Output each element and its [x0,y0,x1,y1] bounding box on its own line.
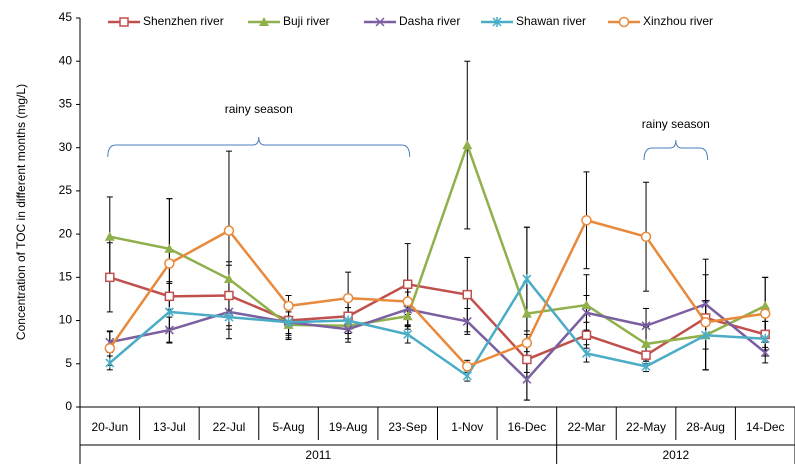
marker [581,348,591,359]
series-line [108,276,766,378]
x-tick-label: 16-Dec [508,420,547,434]
marker [462,140,473,150]
marker [164,325,174,335]
marker [283,300,294,312]
marker [223,225,235,236]
y-tick-label: 40 [59,53,73,67]
marker [581,308,591,318]
marker [462,370,472,381]
marker [462,289,473,300]
x-tick-label: 22-Jul [213,420,246,434]
marker [284,317,294,328]
legend-label: Shawan river [516,14,586,28]
marker [119,17,129,27]
marker [105,272,115,283]
marker [760,348,770,358]
marker [343,315,353,326]
x-tick-label: 23-Sep [388,420,427,434]
marker [521,337,533,349]
marker [164,306,174,317]
x-tick-label: 1-Nov [451,420,483,434]
marker [343,324,353,334]
marker [164,258,175,269]
marker [700,317,711,328]
y-axis-label: Concentration of TOC in different months… [14,84,28,340]
marker [164,243,175,253]
brace [643,139,709,161]
x-tick-label: 13-Jul [153,420,186,434]
marker [462,316,472,326]
marker [760,333,770,344]
marker [759,308,771,319]
marker [641,361,651,372]
series-line [109,276,766,361]
x-tick-label: 28-Aug [686,420,725,434]
x-tick-label: 19-Aug [329,420,368,434]
marker [223,274,234,284]
marker [259,17,269,26]
x-tick-label: 22-May [626,420,666,434]
marker [402,279,413,289]
y-tick-label: 20 [59,226,73,240]
group-label: 2011 [305,448,331,462]
marker [701,299,711,309]
marker [521,308,532,318]
marker [164,291,175,302]
brace [107,136,411,158]
y-tick-label: 30 [59,140,73,154]
marker [462,361,473,372]
marker [104,231,115,241]
x-tick-label: 5-Aug [273,420,305,434]
marker [224,290,234,301]
series-line [109,302,766,382]
marker [402,311,413,321]
annotation: rainy season [642,117,710,131]
legend-label: Shenzhen river [143,14,224,28]
marker [342,292,354,304]
marker [760,300,771,310]
series-line [109,141,766,346]
marker [581,299,592,309]
marker [618,16,630,28]
x-tick-label: 20-Jun [91,420,128,434]
y-tick-label: 35 [59,97,73,111]
marker [224,312,234,323]
x-tick-label: 22-Mar [567,420,605,434]
marker [641,350,651,360]
marker [105,357,115,368]
marker [641,338,652,348]
marker [104,342,116,354]
legend-label: Dasha river [399,14,460,28]
marker [701,330,711,341]
series-line [108,218,766,368]
group-label: 2012 [662,448,689,462]
y-tick-label: 25 [59,183,73,197]
marker [522,354,532,365]
marker [640,231,652,242]
x-tick-label: 14-Dec [746,420,785,434]
y-tick-label: 0 [65,399,72,413]
marker [492,17,502,27]
marker [375,17,385,27]
marker [641,321,651,331]
marker [522,374,532,384]
legend-label: Xinzhou river [643,14,713,28]
annotation: rainy season [225,102,293,116]
marker [522,274,532,285]
marker [403,329,413,340]
marker [402,296,413,307]
marker [581,330,592,341]
marker [581,215,592,226]
y-tick-label: 10 [59,313,73,327]
y-tick-label: 45 [59,10,73,24]
y-tick-label: 15 [59,270,73,284]
legend-label: Buji river [283,14,330,28]
y-tick-label: 5 [65,356,72,370]
marker [403,304,413,314]
